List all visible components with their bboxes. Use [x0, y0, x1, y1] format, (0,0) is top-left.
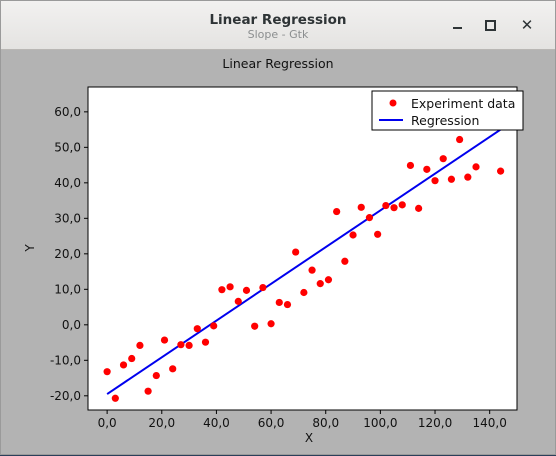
minimize-button[interactable]	[447, 15, 467, 35]
chart-title: Linear Regression	[222, 56, 334, 71]
x-tick-label: 20,0	[148, 416, 175, 430]
x-tick-label: 40,0	[203, 416, 230, 430]
data-point	[210, 322, 218, 330]
x-tick-label: 80,0	[312, 416, 339, 430]
x-tick-label: 120,0	[418, 416, 452, 430]
plot-frame	[87, 86, 518, 411]
data-point	[456, 135, 464, 144]
data-point	[218, 286, 226, 294]
legend-label-experiment: Experiment data	[411, 96, 515, 111]
y-axis-label: Y	[23, 244, 37, 253]
data-point	[324, 276, 333, 284]
data-point	[226, 283, 234, 291]
regression-line	[106, 128, 502, 395]
data-point	[292, 248, 300, 256]
y-tick-label: 60,0	[54, 105, 81, 119]
data-point	[136, 341, 144, 349]
x-tick-label: 60,0	[258, 416, 285, 430]
x-axis: 0,0 20,0 40,0 60,0 80,0 100,0 120,0 140,0	[98, 410, 507, 430]
data-point	[308, 266, 316, 274]
x-tick-label: 100,0	[363, 416, 397, 430]
regression-series	[106, 128, 502, 395]
minimize-icon	[452, 27, 462, 29]
data-point	[119, 361, 128, 369]
data-point	[447, 175, 456, 183]
data-point	[259, 283, 267, 292]
data-point	[234, 297, 242, 305]
data-point	[415, 204, 423, 212]
y-tick-label: 20,0	[54, 247, 81, 261]
y-tick-label: 0,0	[62, 318, 81, 332]
data-point	[201, 338, 210, 346]
title-bar[interactable]: Linear Regression Slope - Gtk ✕	[1, 1, 555, 50]
data-point	[160, 336, 169, 344]
legend: Experiment data Regression	[371, 90, 524, 131]
data-point	[267, 320, 275, 328]
data-point	[333, 207, 341, 216]
data-point	[128, 354, 136, 363]
data-point	[300, 288, 308, 297]
legend-label-regression: Regression	[411, 113, 479, 128]
x-axis-label: X	[305, 431, 313, 445]
data-point	[152, 371, 160, 380]
data-point	[464, 173, 472, 181]
data-point	[316, 280, 324, 288]
legend-box	[371, 90, 524, 131]
y-tick-label: 30,0	[54, 211, 81, 225]
data-point	[374, 230, 382, 238]
data-point	[349, 231, 357, 239]
data-point	[497, 167, 505, 175]
data-point	[398, 201, 406, 209]
data-point	[103, 368, 111, 376]
data-point	[177, 341, 185, 349]
data-point	[242, 286, 251, 294]
window-subtitle: Slope - Gtk	[247, 28, 309, 41]
maximize-icon	[484, 19, 496, 31]
data-point	[382, 201, 390, 210]
data-point	[341, 257, 349, 265]
x-tick-label: 0,0	[98, 416, 117, 430]
data-point	[357, 203, 365, 211]
data-point	[111, 394, 119, 402]
data-point	[431, 177, 439, 185]
data-point	[275, 298, 283, 307]
y-tick-label: 50,0	[54, 140, 81, 154]
close-button[interactable]: ✕	[517, 15, 537, 35]
y-tick-label: -20,0	[50, 389, 81, 403]
data-point	[439, 155, 447, 163]
data-point	[144, 387, 152, 395]
data-point	[423, 165, 431, 173]
close-icon: ✕	[520, 15, 534, 34]
data-point	[390, 204, 398, 212]
maximize-button[interactable]	[480, 15, 500, 35]
data-point	[193, 325, 201, 333]
y-tick-label: -10,0	[50, 353, 81, 367]
data-point	[406, 161, 415, 170]
legend-marker-experiment	[389, 99, 397, 107]
x-tick-label: 140,0	[472, 416, 506, 430]
experiment-series	[103, 135, 505, 402]
data-point	[185, 341, 193, 349]
data-point	[283, 300, 292, 309]
window-title: Linear Regression	[209, 12, 347, 28]
y-axis: -20,0 -10,0 0,0 10,0 20,0 30,0 40,0 50,0 60,0	[50, 105, 88, 403]
data-point	[365, 214, 374, 222]
data-point	[472, 163, 480, 171]
data-point	[169, 365, 177, 373]
y-tick-label: 40,0	[54, 176, 81, 190]
data-point	[251, 322, 259, 330]
y-tick-label: 10,0	[54, 282, 81, 296]
